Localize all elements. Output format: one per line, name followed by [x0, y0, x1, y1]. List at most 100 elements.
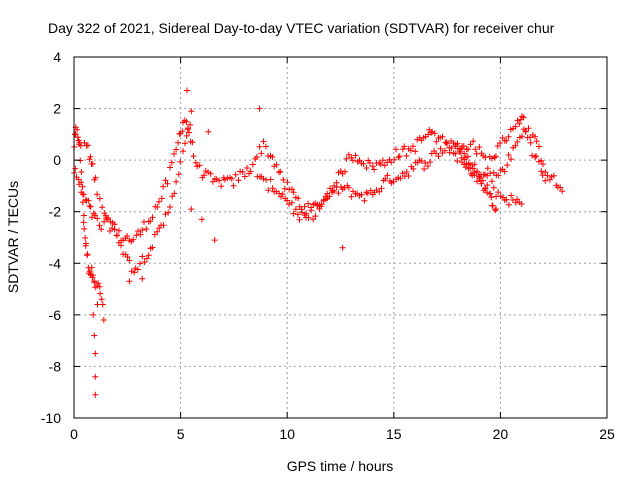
data-point: [162, 177, 169, 184]
data-point: [134, 266, 141, 273]
data-point: [412, 148, 419, 155]
data-point: [239, 169, 246, 175]
data-point: [192, 159, 199, 166]
data-point: [469, 172, 476, 179]
data-point: [94, 215, 101, 222]
data-point: [522, 128, 529, 135]
data-point: [94, 282, 101, 289]
data-point: [514, 117, 521, 124]
data-point: [87, 153, 94, 160]
y-tick-label: 4: [53, 49, 61, 65]
data-point: [461, 156, 468, 163]
data-point: [77, 142, 84, 149]
data-point: [269, 185, 276, 192]
data-series: [71, 87, 566, 398]
data-point: [241, 173, 248, 180]
data-point: [448, 145, 455, 152]
data-point: [294, 211, 301, 218]
data-point: [258, 150, 265, 157]
data-point: [470, 138, 477, 145]
data-point: [495, 189, 502, 196]
data-point: [149, 214, 156, 221]
data-point: [260, 175, 267, 182]
data-point: [495, 172, 502, 179]
data-point: [505, 133, 512, 140]
data-point: [472, 146, 479, 153]
data-point: [474, 168, 481, 175]
data-point: [527, 139, 534, 146]
y-tick-labels: -10 -8 -6 -4 -2 0 2 4: [41, 49, 61, 426]
data-point: [484, 165, 491, 172]
data-point: [305, 200, 312, 207]
y-tick-label: -8: [49, 358, 62, 374]
data-point: [422, 160, 429, 166]
data-point: [190, 153, 197, 160]
data-point: [160, 222, 167, 229]
data-point: [467, 141, 474, 148]
data-point: [405, 173, 412, 179]
data-point: [512, 123, 519, 130]
data-point: [113, 232, 120, 239]
data-point: [550, 172, 557, 179]
data-point: [171, 190, 178, 197]
data-point: [329, 189, 336, 196]
data-point: [290, 189, 297, 196]
data-point: [253, 154, 260, 160]
data-point: [484, 182, 491, 189]
data-point: [115, 227, 122, 234]
data-point: [518, 201, 525, 207]
data-point: [461, 150, 468, 157]
data-point: [80, 212, 87, 219]
data-point: [433, 138, 440, 145]
data-point: [92, 391, 99, 398]
data-point: [493, 206, 500, 213]
data-point: [488, 194, 495, 201]
y-tick-label: -4: [49, 255, 62, 271]
chart-title: Day 322 of 2021, Sidereal Day-to-day VTE…: [48, 20, 555, 36]
data-point: [85, 197, 92, 204]
data-point: [160, 183, 167, 190]
data-point: [256, 143, 263, 150]
data-point: [520, 114, 527, 121]
data-point: [503, 137, 510, 144]
data-point: [247, 168, 254, 175]
data-point: [76, 181, 83, 188]
data-point: [410, 165, 417, 172]
data-point: [484, 172, 491, 179]
data-point: [126, 278, 133, 285]
data-point: [289, 186, 295, 193]
data-point: [185, 125, 191, 132]
data-point: [512, 142, 519, 149]
data-point: [180, 148, 187, 155]
data-point: [524, 134, 531, 141]
data-point: [538, 168, 545, 175]
data-point: [137, 260, 143, 267]
data-point: [505, 201, 512, 208]
data-point: [381, 162, 388, 169]
data-point: [211, 237, 218, 244]
data-point: [124, 254, 131, 260]
data-point: [335, 190, 342, 197]
data-point: [165, 209, 172, 216]
data-point: [91, 332, 98, 339]
data-point: [542, 177, 549, 184]
data-point: [464, 153, 471, 160]
data-point: [428, 129, 435, 136]
data-point: [98, 226, 105, 233]
data-point: [505, 152, 512, 158]
data-point: [244, 165, 250, 171]
data-point: [456, 149, 463, 156]
data-point: [535, 158, 542, 165]
data-point: [265, 187, 272, 194]
data-point: [72, 165, 79, 172]
data-point: [92, 350, 99, 357]
data-point: [395, 154, 402, 161]
data-point: [469, 165, 476, 172]
data-point: [279, 191, 286, 198]
data-point: [92, 174, 99, 181]
data-point: [509, 197, 516, 203]
data-point: [559, 188, 566, 195]
data-point: [452, 150, 459, 157]
data-point: [342, 168, 348, 175]
y-axis-label: SDTVAR / TECUs: [5, 181, 21, 293]
